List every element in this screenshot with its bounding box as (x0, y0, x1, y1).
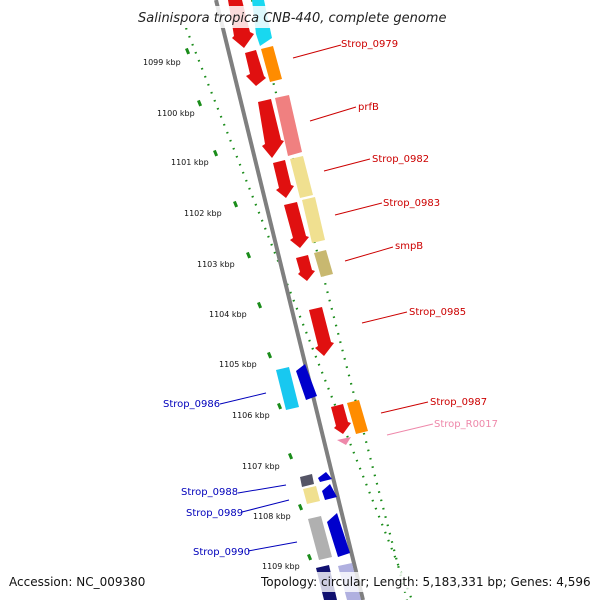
kbp-tick-mark (257, 301, 263, 309)
gene-label-prfb: prfB (358, 102, 379, 113)
gene-label-strop-0987: Strop_0987 (430, 397, 487, 408)
gene-arrow (258, 99, 284, 158)
kbp-tick-mark (307, 553, 313, 561)
gene-arrow (347, 400, 368, 434)
kbp-labels: 1099 kbp 1100 kbp 1101 kbp 1102 kbp 1103… (143, 58, 300, 571)
leader-line (334, 202, 383, 216)
gene-arrow (276, 367, 299, 410)
genome-title: Salinispora tropica CNB-440, complete ge… (138, 11, 446, 26)
gene-arrow (296, 364, 317, 400)
topology-text: Topology: circular; Length: 5,183,331 bp… (260, 575, 591, 589)
gene-label-strop-0979: Strop_0979 (341, 39, 398, 50)
gene-label-strop-0986: Strop_0986 (163, 399, 220, 410)
gene-label-strop-0989: Strop_0989 (186, 508, 243, 519)
leader-line (323, 158, 371, 172)
gene-arrow (275, 95, 302, 156)
leader-line (361, 311, 408, 324)
kbp-label: 1108 kbp (253, 512, 291, 521)
gene-arrow (300, 474, 314, 487)
leader-lines (219, 44, 434, 552)
kbp-label: 1102 kbp (184, 209, 222, 218)
leader-line (386, 423, 434, 436)
gene-arrow (284, 202, 309, 248)
ruler-right-track (250, 0, 409, 601)
kbp-tick-mark (233, 200, 239, 208)
gene-arrow (331, 404, 351, 434)
gene-label-strop-0988: Strop_0988 (181, 487, 238, 498)
gene-arrow (290, 156, 313, 198)
kbp-tick-mark (197, 99, 203, 107)
kbp-label: 1106 kbp (232, 411, 270, 420)
leader-line (344, 246, 394, 262)
kbp-label: 1105 kbp (219, 360, 257, 369)
gene-label-smpb: smpB (395, 241, 423, 252)
accession-text: Accession: NC_009380 (9, 575, 145, 589)
gene-arrow (337, 437, 351, 445)
gene-label-strop-0985: Strop_0985 (409, 307, 466, 318)
gene-arrow (296, 255, 315, 281)
kbp-tick-mark (185, 47, 191, 55)
gene-arrow (302, 197, 325, 243)
gene-arrow (309, 307, 334, 356)
gene-arrow (318, 472, 332, 482)
gene-label-strop-0990: Strop_0990 (193, 547, 250, 558)
leader-line (241, 499, 290, 513)
leader-line (219, 392, 267, 405)
kbp-ticks (185, 47, 313, 561)
leader-line (292, 44, 342, 59)
kbp-tick-mark (267, 351, 273, 359)
footer-background (0, 572, 600, 592)
kbp-tick-mark (246, 251, 252, 259)
gene-labels: Strop_0979 prfB Strop_0982 Strop_0983 sm… (163, 39, 498, 558)
kbp-label: 1099 kbp (143, 58, 181, 67)
gene-arrow (245, 50, 266, 86)
gene-arrow (327, 513, 350, 557)
gene-arrow (303, 486, 320, 504)
kbp-label: 1100 kbp (157, 109, 195, 118)
kbp-tick-mark (288, 452, 294, 460)
gene-arrow (322, 484, 337, 500)
gene-arrow (261, 46, 282, 82)
gene-label-strop-0982: Strop_0982 (372, 154, 429, 165)
kbp-tick-mark (277, 402, 283, 410)
gene-label-strop-0983: Strop_0983 (383, 198, 440, 209)
kbp-label: 1107 kbp (242, 462, 280, 471)
kbp-label: 1101 kbp (171, 158, 209, 167)
gene-label-strop-r0017: Strop_R0017 (434, 419, 498, 430)
kbp-label: 1104 kbp (209, 310, 247, 319)
gene-arrow (273, 160, 294, 198)
title-background (133, 6, 467, 28)
genome-backbone (214, 0, 365, 601)
kbp-tick-mark (298, 503, 304, 511)
leader-line (309, 106, 357, 122)
kbp-tick-mark (213, 149, 219, 157)
leader-line (247, 541, 298, 552)
gene-arrow (314, 250, 333, 277)
kbp-label: 1109 kbp (262, 562, 300, 571)
leader-line (380, 401, 429, 414)
leader-line (237, 484, 287, 494)
kbp-label: 1103 kbp (197, 260, 235, 269)
gene-arrow (308, 516, 332, 560)
